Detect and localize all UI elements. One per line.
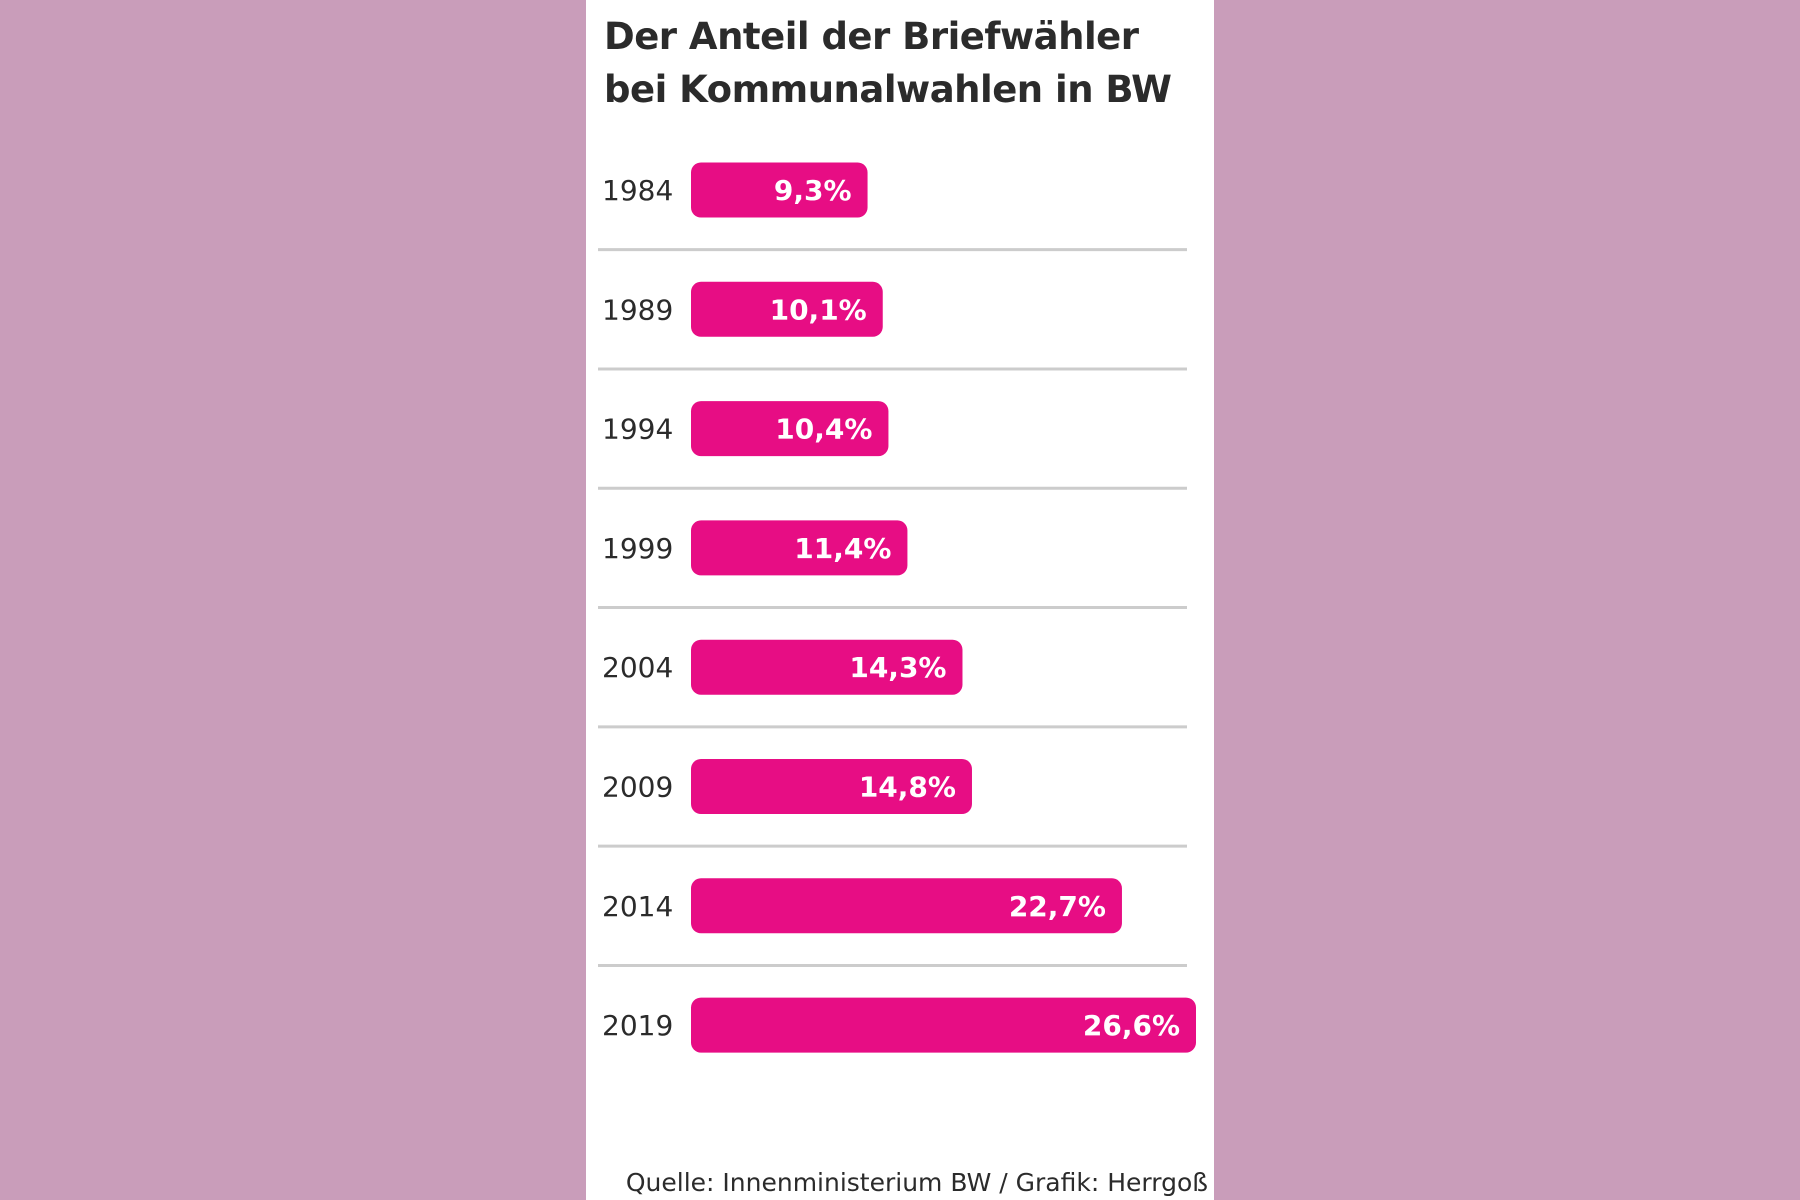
- chart-title-line-2: bei Kommunalwahlen in BW: [604, 68, 1172, 111]
- source-credit: Quelle: Innenministerium BW / Grafik: He…: [625, 1168, 1208, 1197]
- bar-1999: [691, 520, 908, 576]
- value-label-2014: 22,7%: [1009, 890, 1106, 923]
- chart-title: Der Anteil der Briefwähler bei Kommunalw…: [604, 10, 1172, 116]
- bar-2019: [691, 997, 1196, 1053]
- year-label-1989: 1989: [602, 293, 673, 326]
- year-label-1994: 1994: [602, 413, 673, 446]
- value-label-2004: 14,3%: [849, 651, 946, 684]
- bar-1989: [691, 281, 883, 337]
- bar-chart: 1984 9,3% 1989 10,1% 1994 10,4% 1999 11,4% 2004 1…: [598, 162, 1196, 1053]
- value-label-2019: 26,6%: [1083, 1009, 1180, 1042]
- value-label-1999: 11,4%: [794, 532, 891, 565]
- year-label-1999: 1999: [602, 532, 673, 565]
- bar-2009: [691, 759, 972, 814]
- year-label-2014: 2014: [602, 890, 673, 923]
- bar-1984: [691, 162, 868, 218]
- value-label-1989: 10,1%: [770, 293, 867, 326]
- bar-1994: [691, 401, 889, 457]
- chart-title-line-1: Der Anteil der Briefwähler: [604, 15, 1139, 58]
- year-label-2004: 2004: [602, 651, 673, 684]
- year-label-1984: 1984: [602, 174, 673, 207]
- value-label-1994: 10,4%: [775, 413, 872, 446]
- year-label-2019: 2019: [602, 1009, 673, 1042]
- chart-panel: Der Anteil der Briefwähler bei Kommunalw…: [586, 0, 1214, 1200]
- value-label-1984: 9,3%: [774, 174, 852, 207]
- bar-2014: [691, 878, 1122, 934]
- bar-2004: [691, 639, 963, 695]
- year-label-2009: 2009: [602, 771, 673, 804]
- value-label-2009: 14,8%: [859, 771, 956, 804]
